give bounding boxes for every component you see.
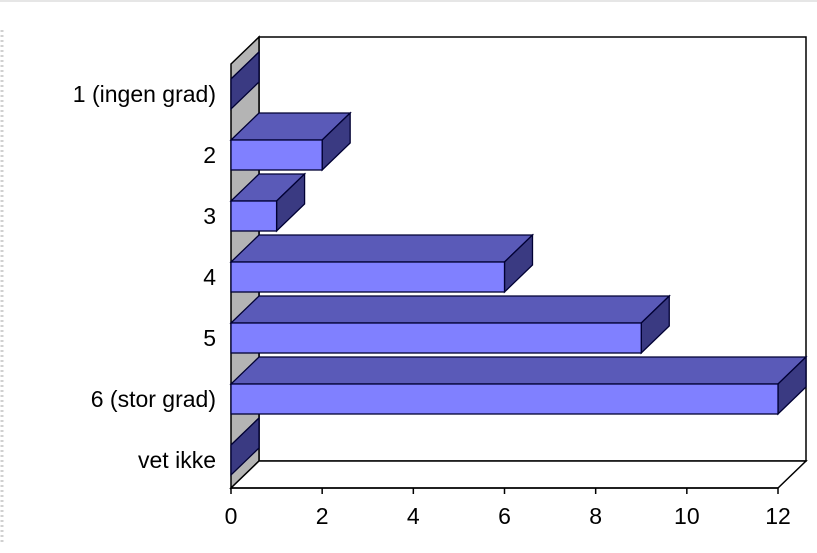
category-label: 4 [203, 264, 216, 290]
x-tick-label: 12 [765, 503, 791, 529]
bar-side-face [230, 50, 260, 111]
bar-top-face [229, 295, 671, 324]
bar-front-face [230, 261, 506, 293]
category-label: vet ikke [138, 447, 216, 473]
bars [229, 50, 808, 477]
bar-front-face [230, 383, 779, 415]
category-label: 5 [203, 325, 216, 351]
bar-front-face [230, 139, 323, 171]
bar-5 [229, 355, 808, 416]
category-label: 3 [203, 203, 216, 229]
bar-front-face [230, 200, 278, 232]
bar-4 [229, 294, 671, 355]
floor [229, 460, 808, 489]
bar-front-face [230, 322, 642, 354]
bar-0 [230, 50, 260, 111]
bar-top-face [229, 356, 808, 385]
category-label: 2 [203, 142, 216, 168]
bar-3 [229, 233, 535, 294]
category-label: 1 (ingen grad) [73, 81, 216, 107]
bar-1 [229, 111, 352, 172]
category-label: 6 (stor grad) [91, 386, 216, 412]
x-tick-label: 6 [498, 503, 511, 529]
bar-2 [229, 172, 307, 233]
category-labels: 1 (ingen grad) 2 3 4 5 6 (stor grad) vet ikke [73, 81, 216, 473]
x-axis: 0 2 4 6 8 10 12 [225, 487, 791, 529]
x-tick-label: 4 [407, 503, 420, 529]
x-tick-label: 8 [589, 503, 602, 529]
x-tick-label: 0 [225, 503, 238, 529]
x-tick-label: 10 [674, 503, 700, 529]
bar-6 [230, 416, 260, 477]
x-tick-label: 2 [316, 503, 329, 529]
bar-top-face [229, 234, 535, 263]
bar-side-face [230, 416, 260, 477]
